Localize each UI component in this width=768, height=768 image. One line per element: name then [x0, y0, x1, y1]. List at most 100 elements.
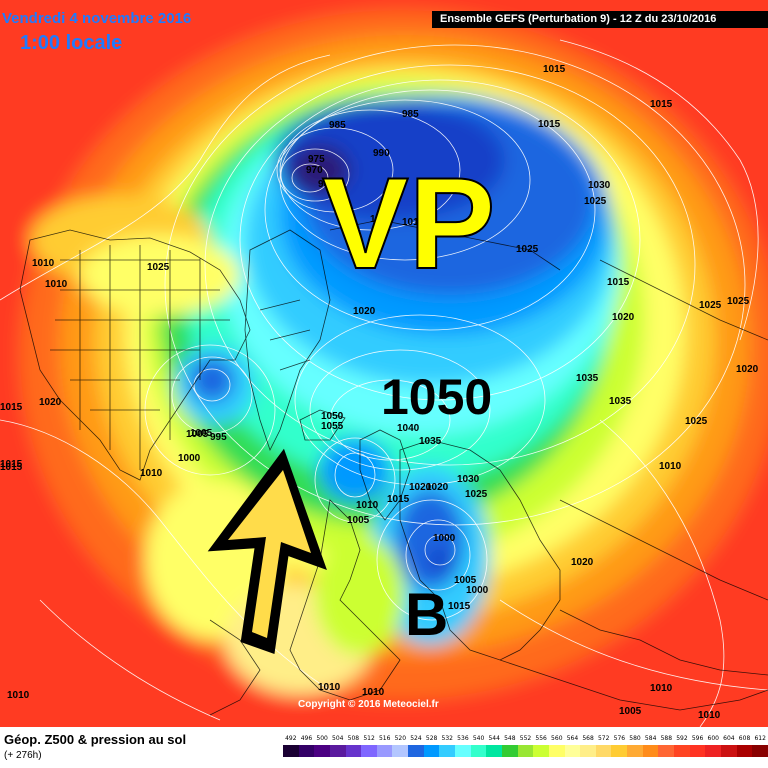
pressure-label: 1015 [387, 494, 410, 505]
forecast-local-time: 1:00 locale [20, 32, 123, 54]
forecast-lead-time: (+ 276h) [4, 750, 42, 761]
scale-tick-label: 496 [300, 735, 313, 742]
pressure-label: 1025 [465, 489, 488, 500]
pressure-label: 1015 [538, 119, 561, 130]
scale-tick-label: 556 [535, 735, 547, 742]
pressure-label: 1025 [699, 300, 722, 311]
scale-swatch [580, 745, 596, 757]
forecast-date: Vendredi 4 novembre 2016 [2, 10, 192, 27]
vp-annotation: VP [322, 150, 495, 296]
pressure-label: 1025 [516, 244, 539, 255]
scale-tick-label: 520 [394, 735, 407, 742]
scale-swatch [564, 745, 581, 757]
pressure-label: 1020 [409, 482, 432, 493]
scale-swatch [376, 745, 393, 757]
scale-swatch [689, 745, 706, 757]
scale-tick-label: 528 [425, 735, 438, 742]
scale-swatch [408, 745, 424, 757]
pressure-label: 1015 [448, 601, 471, 612]
pressure-label: 1005 [347, 515, 370, 526]
arrow-up-icon [207, 448, 327, 655]
pressure-label: 970 [306, 165, 323, 176]
pressure-label: 1000 [370, 214, 393, 225]
scale-tick-label: 584 [644, 735, 657, 742]
scale-tick-label: 568 [582, 735, 594, 742]
scale-swatch [595, 745, 612, 757]
scale-tick-label: 588 [660, 735, 673, 742]
pressure-label: 1005 [454, 575, 477, 586]
scale-tick-label: 560 [551, 735, 563, 742]
scale-swatch [548, 745, 565, 757]
scale-tick-label: 600 [707, 735, 719, 742]
scale-tick-label: 504 [332, 735, 344, 742]
model-run-info: Ensemble GEFS (Perturbation 9) - 12 Z du… [432, 11, 768, 28]
isobars [0, 39, 768, 727]
map-product-title: Géop. Z500 & pression au sol [4, 732, 187, 747]
pressure-label: 1000 [433, 533, 456, 544]
scale-tick-label: 564 [566, 735, 579, 742]
scale-swatch [533, 745, 549, 757]
scale-swatch [486, 745, 502, 757]
pressure-label: 1005 [190, 428, 213, 439]
scale-swatch [705, 745, 721, 757]
scale-tick-label: 608 [738, 735, 751, 742]
pressure-label: 985 [402, 109, 419, 120]
pressure-label: 1035 [609, 396, 632, 407]
scale-swatch [611, 745, 628, 757]
scale-tick-label: 492 [285, 735, 297, 742]
scale-swatch [361, 745, 377, 757]
pressure-label: 1015 [650, 99, 673, 110]
scale-tick-label: 536 [457, 735, 469, 742]
pressure-labels: 1015 985 985 990 975 970 985 1000 1015 1… [0, 64, 759, 721]
scale-tick-label: 552 [519, 735, 532, 742]
scale-tick-label: 532 [441, 735, 453, 742]
scale-tick-label: 604 [723, 735, 735, 742]
pressure-label: 1010 [45, 279, 68, 290]
pressure-label: 1055 [321, 421, 344, 432]
scale-swatch [392, 745, 409, 757]
scale-tick-label: 576 [613, 735, 626, 742]
scale-swatch [501, 745, 518, 757]
scale-tick-label: 596 [691, 735, 704, 742]
pressure-label: 975 [308, 154, 325, 165]
pressure-label: 1025 [147, 262, 170, 273]
pressure-label: 1010 [318, 682, 341, 693]
pressure-label: 1025 [584, 196, 607, 207]
pressure-label: 985 [318, 179, 335, 190]
scale-tick-label: 612 [754, 735, 766, 742]
pressure-label: 1020 [353, 306, 376, 317]
scale-tick-label: 572 [597, 735, 610, 742]
pressure-label: 1020 [426, 482, 449, 493]
scale-tick-label: 524 [410, 735, 422, 742]
scale-swatch [314, 745, 330, 757]
pressure-label: 1030 [588, 180, 611, 191]
pressure-label: 1015 [402, 217, 425, 228]
scale-swatch [627, 745, 643, 757]
pressure-label: 1050 [321, 411, 344, 422]
pressure-label: 1010 [659, 461, 682, 472]
scale-tick-label: 516 [378, 735, 391, 742]
pressure-label: 1010 [362, 687, 385, 698]
scale-swatch [642, 745, 659, 757]
pressure-label: 1020 [39, 397, 62, 408]
scale-tick-label: 548 [504, 735, 516, 742]
scale-swatch [423, 745, 440, 757]
pressure-label: 1015 [0, 459, 23, 470]
pressure-label: 1005 [619, 706, 642, 717]
pressure-label: 1015 [543, 64, 566, 75]
scale-swatch [345, 745, 362, 757]
scale-swatch [658, 745, 675, 757]
scale-swatch [720, 745, 737, 757]
pressure-label: 1010 [32, 258, 55, 269]
pressure-label: 1035 [419, 436, 442, 447]
pressure-label: 1020 [736, 364, 759, 375]
color-scale-bar [283, 745, 768, 757]
pressure-label: 1020 [571, 557, 594, 568]
scale-tick-label: 508 [347, 735, 360, 742]
scale-tick-label: 512 [363, 735, 375, 742]
scale-tick-label: 580 [629, 735, 641, 742]
scale-swatch [283, 745, 299, 757]
pressure-map: 1015 985 985 990 975 970 985 1000 1015 1… [0, 0, 768, 727]
scale-swatch [470, 745, 487, 757]
pressure-label: 1015 [0, 462, 23, 473]
